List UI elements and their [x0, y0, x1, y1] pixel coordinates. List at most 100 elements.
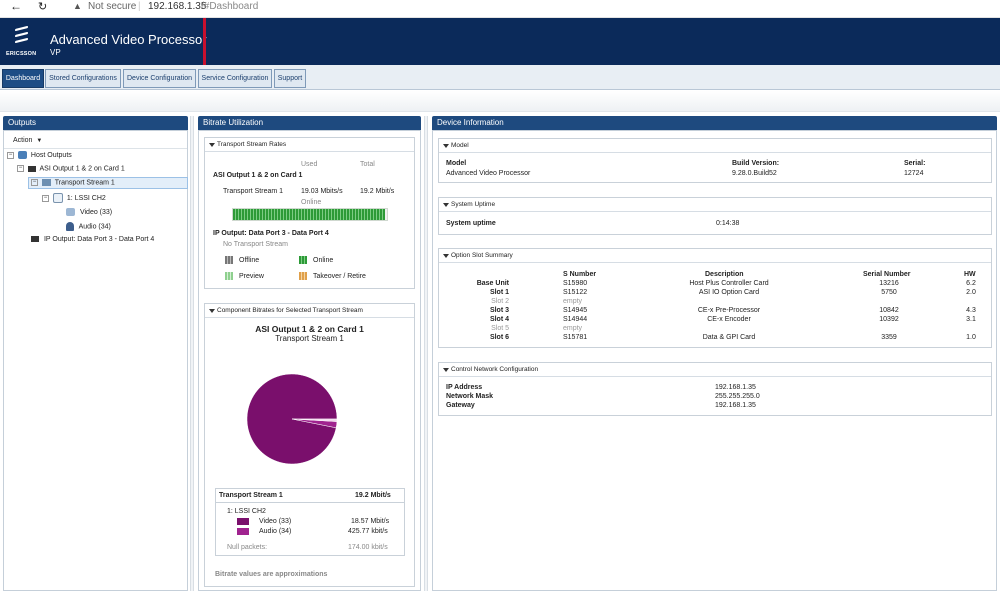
slot-cell-snum: S14945	[563, 307, 588, 314]
collapse-caret-icon[interactable]	[443, 254, 449, 258]
url-path[interactable]: /#Dashboard	[201, 1, 259, 12]
ts-status: Online	[301, 199, 322, 206]
url-host[interactable]: 192.168.1.35	[148, 1, 207, 12]
ts-total-rate: 19.2 Mbit/s	[360, 188, 395, 195]
summary-audio-rate: 425.77 kbit/s	[348, 528, 388, 535]
legend-preview: Preview	[239, 273, 264, 280]
tree-node-transport-stream[interactable]: − Transport Stream 1	[31, 179, 115, 186]
pie-slice-null-packets[interactable]	[291, 418, 338, 422]
chart-subtitle: Transport Stream 1	[275, 334, 344, 343]
ip-output-status: No Transport Stream	[223, 241, 288, 248]
device-panel: Model Model Advanced Video Processor Bui…	[432, 130, 997, 591]
reload-icon[interactable]: ↻	[38, 1, 48, 13]
header-accent-bar	[203, 18, 206, 65]
tree-node-audio[interactable]: Audio (34)	[66, 222, 111, 231]
uptime-title-text: System Uptime	[451, 201, 496, 208]
slot-cell-slot: Slot 1	[489, 289, 509, 296]
component-title[interactable]: Component Bitrates for Selected Transpor…	[205, 304, 414, 318]
component-pie-chart	[246, 373, 338, 465]
tab-device-configuration[interactable]: Device Configuration	[123, 69, 196, 88]
uptime-value: 0:14:38	[716, 220, 740, 227]
summary-ts-name: Transport Stream 1	[219, 492, 283, 499]
slot-cell-desc: ASI IO Option Card	[698, 289, 760, 296]
ericsson-logo-icon	[15, 25, 28, 43]
uptime-title[interactable]: System Uptime	[439, 198, 991, 212]
legend-offline: Offline	[239, 257, 260, 264]
slot-cell-hw: 1.0	[966, 334, 976, 341]
tab-support[interactable]: Support	[274, 69, 306, 88]
panel-splitter-left[interactable]	[190, 116, 194, 591]
ip-output-heading: IP Output: Data Port 3 - Data Port 4	[213, 230, 329, 237]
service-icon	[52, 193, 63, 203]
bitrate-panel-title: Bitrate Utilization	[198, 116, 421, 130]
collapse-icon[interactable]: −	[7, 151, 14, 159]
tree-node-ip-output[interactable]: IP Output: Data Port 3 - Data Port 4	[31, 236, 154, 243]
video-icon	[66, 208, 75, 216]
model-label: Model	[446, 160, 467, 167]
uptime-label: System uptime	[446, 220, 496, 227]
warning-icon[interactable]: ▲	[73, 1, 82, 11]
tree-label-ts: Transport Stream 1	[54, 179, 115, 187]
option-slot-section: Option Slot Summary S Number Description…	[438, 248, 992, 348]
asi-output-heading: ASI Output 1 & 2 on Card 1	[213, 172, 303, 179]
summary-divider	[216, 502, 404, 503]
summary-null-label: Null packets:	[227, 544, 268, 551]
model-title-text: Model	[451, 142, 469, 149]
collapse-caret-icon[interactable]	[443, 203, 449, 207]
app-header: ERICSSON Advanced Video Processor VP	[0, 18, 1000, 65]
legend-preview-swatch	[225, 272, 233, 280]
col-description: Description	[705, 271, 744, 278]
bitrate-panel: Transport Stream Rates Used Total ASI Ou…	[198, 130, 421, 591]
option-slot-title[interactable]: Option Slot Summary	[439, 249, 991, 263]
chart-title: ASI Output 1 & 2 on Card 1	[255, 324, 364, 334]
tree-node-asi-output[interactable]: − ASI Output 1 & 2 on Card 1	[17, 165, 125, 172]
collapse-icon[interactable]: −	[42, 194, 49, 202]
tree-node-lssi[interactable]: − 1: LSSI CH2	[42, 193, 106, 203]
slot-cell-hw: 6.2	[966, 280, 976, 287]
tree-node-video[interactable]: Video (33)	[66, 208, 112, 216]
collapse-caret-icon[interactable]	[209, 143, 215, 147]
collapse-caret-icon[interactable]	[209, 309, 215, 313]
tab-service-configuration[interactable]: Service Configuration	[198, 69, 272, 88]
video-swatch	[237, 518, 249, 525]
ts-rates-title[interactable]: Transport Stream Rates	[205, 138, 414, 152]
utilization-bar	[232, 208, 388, 221]
summary-service: 1: LSSI CH2	[227, 508, 266, 515]
security-label[interactable]: Not secure	[88, 1, 137, 12]
approximation-note: Bitrate values are approximations	[215, 571, 328, 578]
slot-cell-desc: Host Plus Controller Card	[689, 280, 769, 287]
slot-cell-snum: empty	[563, 298, 583, 305]
col-s-number: S Number	[563, 271, 597, 278]
tree-divider	[4, 148, 187, 149]
slot-cell-snum: S15781	[563, 334, 588, 341]
model-title[interactable]: Model	[439, 139, 991, 153]
tab-stored-configurations[interactable]: Stored Configurations	[45, 69, 121, 88]
tree-node-host-outputs[interactable]: − Host Outputs	[7, 151, 72, 159]
panel-splitter-right[interactable]	[424, 116, 428, 591]
collapse-icon[interactable]: −	[17, 165, 24, 172]
action-menu[interactable]: Action ▼	[13, 137, 42, 144]
network-title[interactable]: Control Network Configuration	[439, 363, 991, 377]
back-icon[interactable]: ←	[10, 0, 22, 13]
slot-cell-slot: Slot 3	[489, 307, 509, 314]
legend-takeover-swatch	[299, 272, 307, 280]
collapse-icon[interactable]: −	[31, 179, 38, 186]
network-section: Control Network Configuration IP Address…	[438, 362, 992, 416]
collapse-caret-icon[interactable]	[443, 144, 449, 148]
transport-stream-rates-section: Transport Stream Rates Used Total ASI Ou…	[204, 137, 415, 289]
col-total: Total	[360, 161, 375, 168]
build-value: 9.28.0.Build52	[732, 170, 777, 177]
summary-box: Transport Stream 1 19.2 Mbit/s 1: LSSI C…	[215, 488, 405, 556]
app-subtitle: VP	[50, 48, 61, 57]
tab-dashboard[interactable]: Dashboard	[2, 69, 44, 88]
collapse-caret-icon[interactable]	[443, 368, 449, 372]
ip-value: 192.168.1.35	[715, 384, 756, 391]
slot-cell-snum: S15122	[563, 289, 588, 296]
tree-label-audio: Audio (34)	[78, 223, 111, 231]
model-section: Model Model Advanced Video Processor Bui…	[438, 138, 992, 183]
browser-toolbar: ← ↻ ▲ Not secure | 192.168.1.35 /#Dashbo…	[0, 0, 1000, 18]
model-value: Advanced Video Processor	[446, 170, 531, 177]
tree-node-transport-stream-selected[interactable]	[28, 177, 188, 189]
gateway-label: Gateway	[446, 402, 475, 409]
tree-label-asi: ASI Output 1 & 2 on Card 1	[39, 165, 125, 173]
